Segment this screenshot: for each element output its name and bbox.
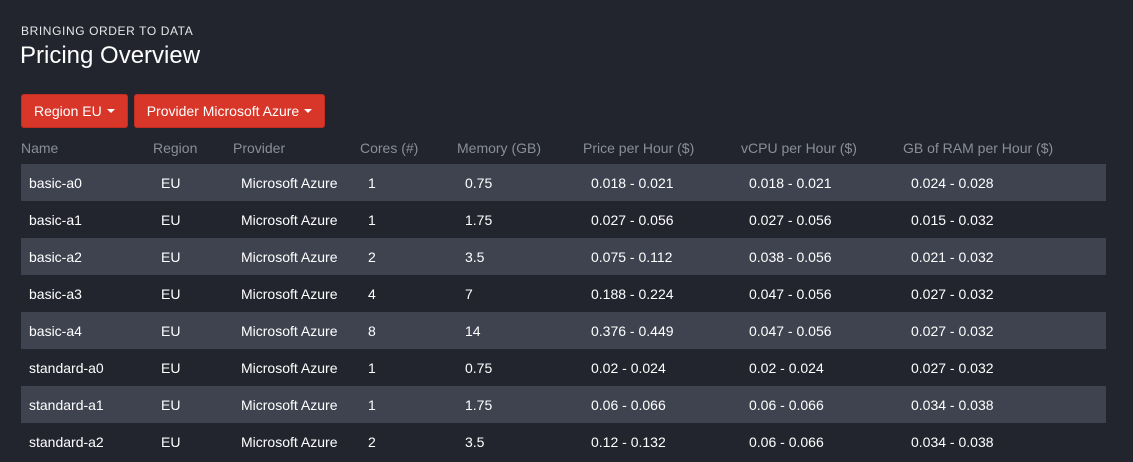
page-eyebrow: BRINGING ORDER TO DATA bbox=[21, 24, 194, 38]
cell-provider: Microsoft Azure bbox=[233, 164, 360, 201]
table-row[interactable]: basic-a1 EU Microsoft Azure 1 1.75 0.027… bbox=[21, 201, 1106, 238]
cell-price-per-hour: 0.027 - 0.056 bbox=[591, 211, 674, 228]
cell-vcpu-per-hour: 0.038 - 0.056 bbox=[741, 238, 903, 275]
cell-region: EU bbox=[153, 164, 233, 201]
cell-ram-per-hour: 0.034 - 0.038 bbox=[903, 386, 1106, 423]
column-header-name[interactable]: Name bbox=[21, 140, 59, 156]
cell-name: basic-a1 bbox=[29, 211, 82, 228]
cell-region: EU bbox=[153, 238, 233, 275]
cell-name: basic-a2 bbox=[21, 238, 153, 275]
cell-vcpu-per-hour: 0.027 - 0.056 bbox=[749, 211, 832, 228]
page-title: Pricing Overview bbox=[20, 42, 201, 69]
cell-ram-per-hour: 0.015 - 0.032 bbox=[911, 211, 994, 228]
table-row[interactable]: basic-a2 EU Microsoft Azure 2 3.5 0.075 … bbox=[21, 238, 1106, 275]
column-header-provider[interactable]: Provider bbox=[233, 140, 286, 156]
cell-memory: 0.75 bbox=[457, 164, 583, 201]
column-header-price-per-hour[interactable]: Price per Hour ($) bbox=[583, 140, 695, 156]
column-header-vcpu-per-hour[interactable]: vCPU per Hour ($) bbox=[741, 140, 857, 156]
provider-filter-dropdown[interactable]: Provider Microsoft Azure bbox=[133, 94, 326, 128]
cell-memory: 14 bbox=[457, 312, 583, 349]
cell-name: basic-a4 bbox=[21, 312, 153, 349]
cell-region: EU bbox=[161, 359, 181, 376]
cell-name: basic-a3 bbox=[29, 285, 82, 302]
cell-price-per-hour: 0.376 - 0.449 bbox=[583, 312, 741, 349]
cell-vcpu-per-hour: 0.06 - 0.066 bbox=[741, 386, 903, 423]
cell-vcpu-per-hour: 0.047 - 0.056 bbox=[741, 312, 903, 349]
cell-provider: Microsoft Azure bbox=[233, 238, 360, 275]
cell-price-per-hour: 0.188 - 0.224 bbox=[591, 285, 674, 302]
cell-price-per-hour: 0.02 - 0.024 bbox=[591, 359, 666, 376]
cell-vcpu-per-hour: 0.02 - 0.024 bbox=[749, 359, 824, 376]
table-row[interactable]: basic-a0 EU Microsoft Azure 1 0.75 0.018… bbox=[21, 164, 1106, 201]
cell-ram-per-hour: 0.027 - 0.032 bbox=[911, 285, 994, 302]
cell-ram-per-hour: 0.021 - 0.032 bbox=[903, 238, 1106, 275]
cell-price-per-hour: 0.018 - 0.021 bbox=[583, 164, 741, 201]
table-row[interactable]: basic-a3 EU Microsoft Azure 4 7 0.188 - … bbox=[21, 275, 1106, 312]
cell-cores: 1 bbox=[368, 211, 376, 228]
table-row[interactable]: basic-a4 EU Microsoft Azure 8 14 0.376 -… bbox=[21, 312, 1106, 349]
table-header: Name Region Provider Cores (#) Memory (G… bbox=[21, 132, 1106, 164]
cell-provider: Microsoft Azure bbox=[241, 433, 338, 450]
cell-memory: 0.75 bbox=[465, 359, 493, 376]
cell-region: EU bbox=[153, 312, 233, 349]
cell-vcpu-per-hour: 0.06 - 0.066 bbox=[749, 433, 824, 450]
table-row[interactable]: standard-a1 EU Microsoft Azure 1 1.75 0.… bbox=[21, 386, 1106, 423]
cell-memory: 3.5 bbox=[457, 238, 583, 275]
region-filter-label: Region EU bbox=[34, 103, 102, 119]
cell-vcpu-per-hour: 0.018 - 0.021 bbox=[741, 164, 903, 201]
column-header-cores[interactable]: Cores (#) bbox=[360, 140, 419, 156]
cell-name: basic-a0 bbox=[21, 164, 153, 201]
cell-price-per-hour: 0.12 - 0.132 bbox=[591, 433, 666, 450]
column-header-memory[interactable]: Memory (GB) bbox=[457, 140, 541, 156]
column-header-region[interactable]: Region bbox=[153, 140, 198, 156]
cell-memory: 3.5 bbox=[465, 433, 485, 450]
cell-region: EU bbox=[161, 211, 181, 228]
cell-region: EU bbox=[161, 285, 181, 302]
cell-region: EU bbox=[153, 386, 233, 423]
cell-provider: Microsoft Azure bbox=[233, 386, 360, 423]
cell-provider: Microsoft Azure bbox=[241, 359, 338, 376]
cell-price-per-hour: 0.06 - 0.066 bbox=[583, 386, 741, 423]
cell-vcpu-per-hour: 0.047 - 0.056 bbox=[749, 285, 832, 302]
cell-price-per-hour: 0.075 - 0.112 bbox=[583, 238, 741, 275]
cell-ram-per-hour: 0.034 - 0.038 bbox=[911, 433, 994, 450]
provider-filter-label: Provider Microsoft Azure bbox=[146, 103, 300, 119]
column-header-ram-per-hour[interactable]: GB of RAM per Hour ($) bbox=[903, 140, 1054, 156]
cell-memory: 1.75 bbox=[465, 211, 493, 228]
cell-cores: 4 bbox=[368, 285, 376, 302]
cell-region: EU bbox=[161, 433, 181, 450]
cell-name: standard-a2 bbox=[29, 433, 104, 450]
filter-toolbar: Region EU Provider Microsoft Azure bbox=[21, 94, 326, 128]
table-body: basic-a0 EU Microsoft Azure 1 0.75 0.018… bbox=[21, 164, 1106, 460]
cell-name: standard-a1 bbox=[21, 386, 153, 423]
table-row[interactable]: standard-a0 EU Microsoft Azure 1 0.75 0.… bbox=[21, 349, 1106, 386]
cell-cores: 8 bbox=[360, 312, 457, 349]
table-header-row: Name Region Provider Cores (#) Memory (G… bbox=[21, 132, 1106, 164]
cell-memory: 7 bbox=[465, 285, 473, 302]
cell-memory: 1.75 bbox=[457, 386, 583, 423]
cell-cores: 1 bbox=[368, 359, 376, 376]
cell-provider: Microsoft Azure bbox=[241, 211, 338, 228]
cell-cores: 1 bbox=[360, 386, 457, 423]
cell-cores: 2 bbox=[360, 238, 457, 275]
cell-name: standard-a0 bbox=[29, 359, 104, 376]
caret-down-icon bbox=[106, 109, 115, 113]
cell-ram-per-hour: 0.027 - 0.032 bbox=[903, 312, 1106, 349]
cell-cores: 1 bbox=[360, 164, 457, 201]
region-filter-dropdown[interactable]: Region EU bbox=[21, 94, 128, 128]
pricing-table: Name Region Provider Cores (#) Memory (G… bbox=[21, 132, 1106, 460]
cell-ram-per-hour: 0.024 - 0.028 bbox=[903, 164, 1106, 201]
cell-provider: Microsoft Azure bbox=[241, 285, 338, 302]
cell-provider: Microsoft Azure bbox=[233, 312, 360, 349]
table-row[interactable]: standard-a2 EU Microsoft Azure 2 3.5 0.1… bbox=[21, 423, 1106, 460]
cell-cores: 2 bbox=[368, 433, 376, 450]
cell-ram-per-hour: 0.027 - 0.032 bbox=[911, 359, 994, 376]
caret-down-icon bbox=[304, 109, 313, 113]
